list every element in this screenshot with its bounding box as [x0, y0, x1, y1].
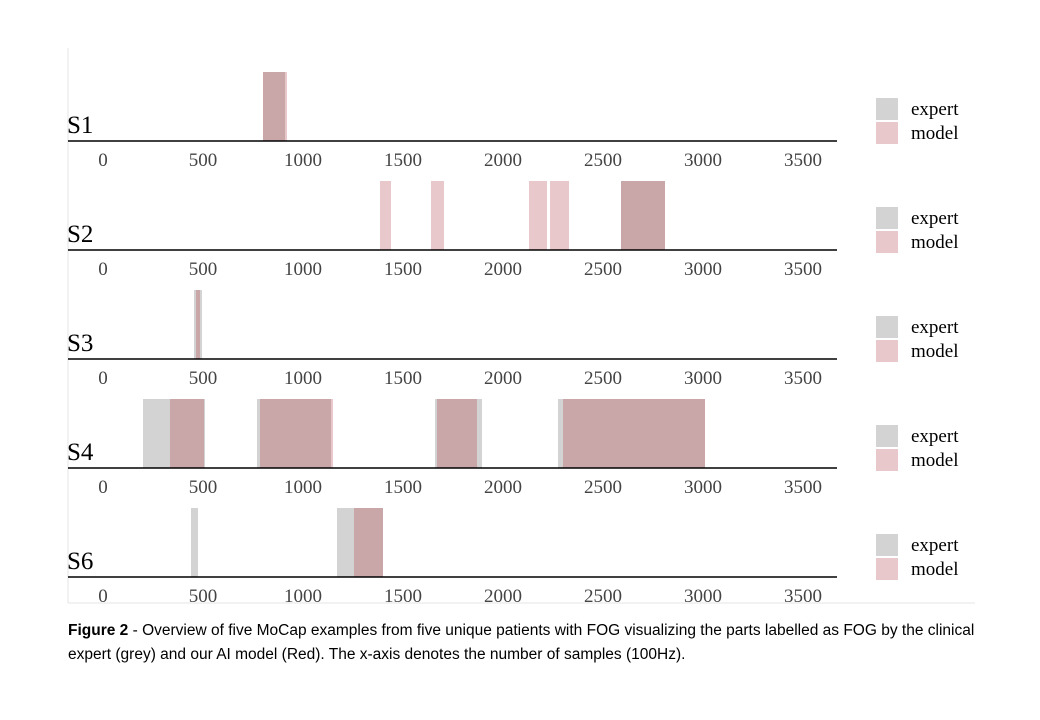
panel-s3: S30 500 1000 1500 2000 2500 3000 3500 expert mode…: [67, 290, 959, 389]
panel-label: S6: [67, 548, 93, 575]
expert-legend-label: expert: [911, 426, 959, 447]
model-legend-swatch: [876, 558, 898, 580]
tick-label: 500: [189, 368, 218, 389]
panel-label: S2: [67, 221, 93, 248]
tick-label: 2000: [484, 368, 522, 389]
overlap-interval: [263, 72, 285, 141]
expert-legend-label: expert: [911, 99, 959, 120]
tick-label: 0: [98, 259, 108, 280]
panel-label: S4: [67, 439, 94, 466]
tick-label: 3500: [784, 150, 822, 171]
panel-s4: S40 500 1000 1500 2000 2500 3000 3500 expert mode…: [67, 399, 959, 498]
expert-legend-swatch: [876, 316, 898, 338]
caption-text: - Overview of five MoCap examples from f…: [68, 622, 975, 663]
tick-label: 500: [189, 586, 218, 607]
panel-s6: S60 500 1000 1500 2000 2500 3000 3500 expert mode…: [67, 508, 959, 607]
model-interval: [550, 181, 569, 250]
overlap-interval: [563, 399, 705, 468]
tick-label: 3000: [684, 477, 722, 498]
tick-label: 3000: [684, 150, 722, 171]
tick-label: 1000: [284, 259, 322, 280]
overlap-interval: [621, 181, 665, 250]
tick-label: 1000: [284, 586, 322, 607]
expert-legend-label: expert: [911, 317, 959, 338]
tick-label: 0: [98, 150, 108, 171]
panel-label: S3: [67, 330, 93, 357]
tick-label: 1000: [284, 150, 322, 171]
tick-label: 1500: [384, 259, 422, 280]
expert-legend-label: expert: [911, 535, 959, 556]
chart-panels: S10 500 1000 1500 2000 2500 3000 3500expertmode…: [67, 72, 959, 607]
tick-label: 1500: [384, 150, 422, 171]
model-legend-swatch: [876, 122, 898, 144]
tick-label: 3000: [684, 259, 722, 280]
tick-label: 3500: [784, 368, 822, 389]
overlap-interval: [260, 399, 331, 468]
expert-legend-swatch: [876, 425, 898, 447]
tick-label: 3500: [784, 586, 822, 607]
figure-frame: [67, 48, 975, 604]
model-legend-swatch: [876, 231, 898, 253]
overlap-interval: [437, 399, 477, 468]
figure-caption: Figure 2 - Overview of five MoCap exampl…: [68, 619, 988, 667]
tick-label: 2000: [484, 477, 522, 498]
tick-label: 0: [98, 586, 108, 607]
tick-label: 500: [189, 259, 218, 280]
tick-label: 1000: [284, 477, 322, 498]
model-interval: [380, 181, 391, 250]
tick-label: 1500: [384, 586, 422, 607]
tick-label: 1000: [284, 368, 322, 389]
model-legend-label: model: [911, 450, 959, 471]
overlap-interval: [170, 399, 204, 468]
model-legend-label: model: [911, 232, 959, 253]
tick-label: 2500: [584, 477, 622, 498]
expert-legend-swatch: [876, 98, 898, 120]
tick-label: 3000: [684, 586, 722, 607]
expert-legend-swatch: [876, 207, 898, 229]
tick-label: 2000: [484, 150, 522, 171]
panel-s1: S10 500 1000 1500 2000 2500 3000 3500 expert mode…: [67, 72, 959, 171]
overlap-interval: [354, 508, 383, 577]
tick-label: 500: [189, 150, 218, 171]
model-legend-swatch: [876, 340, 898, 362]
tick-label: 2000: [484, 586, 522, 607]
tick-label: 2500: [584, 259, 622, 280]
tick-label: 2500: [584, 586, 622, 607]
tick-label: 1500: [384, 477, 422, 498]
tick-label: 2500: [584, 150, 622, 171]
tick-label: 0: [98, 368, 108, 389]
expert-interval: [191, 508, 198, 577]
tick-label: 500: [189, 477, 218, 498]
model-legend-label: model: [911, 559, 959, 580]
tick-label: 1500: [384, 368, 422, 389]
panel-s2: S20 500 1000 1500 2000 2500 3000 3500 expert mode…: [67, 181, 959, 280]
caption-label: Figure 2: [68, 622, 129, 639]
model-legend-label: model: [911, 123, 959, 144]
model-interval: [529, 181, 547, 250]
model-legend-label: model: [911, 341, 959, 362]
tick-label: 2000: [484, 259, 522, 280]
tick-label: 3000: [684, 368, 722, 389]
tick-label: 2500: [584, 368, 622, 389]
model-interval: [431, 181, 444, 250]
model-legend-swatch: [876, 449, 898, 471]
tick-label: 3500: [784, 259, 822, 280]
tick-label: 0: [98, 477, 108, 498]
expert-legend-swatch: [876, 534, 898, 556]
expert-legend-label: expert: [911, 208, 959, 229]
panel-label: S1: [67, 112, 93, 139]
overlap-interval: [196, 290, 200, 359]
tick-label: 3500: [784, 477, 822, 498]
